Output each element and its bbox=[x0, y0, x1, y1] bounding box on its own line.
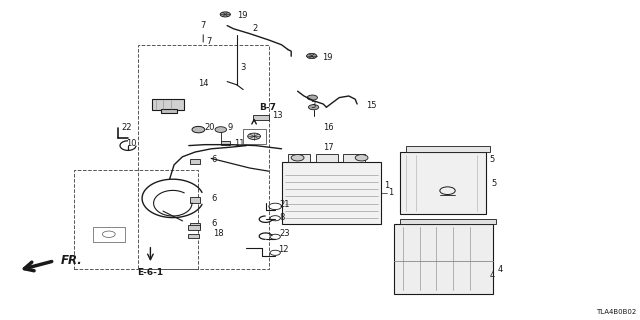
Text: 5: 5 bbox=[492, 179, 497, 188]
Text: 13: 13 bbox=[272, 111, 283, 120]
Text: 4: 4 bbox=[490, 271, 495, 280]
Circle shape bbox=[248, 133, 260, 140]
Circle shape bbox=[308, 105, 319, 110]
Bar bbox=[152, 99, 184, 110]
Text: 20: 20 bbox=[205, 124, 215, 132]
Bar bbox=[243, 129, 266, 144]
Text: 6: 6 bbox=[211, 220, 216, 228]
Bar bbox=[288, 154, 310, 162]
Circle shape bbox=[215, 127, 227, 132]
Bar bbox=[93, 227, 125, 242]
Bar bbox=[343, 154, 365, 162]
Bar bbox=[74, 170, 198, 269]
Bar bbox=[316, 154, 338, 162]
Text: 9: 9 bbox=[227, 124, 232, 132]
Text: 7: 7 bbox=[207, 37, 212, 46]
Bar bbox=[188, 225, 200, 230]
Bar bbox=[138, 45, 269, 269]
Text: FR.: FR. bbox=[61, 254, 83, 267]
Circle shape bbox=[291, 155, 304, 161]
Circle shape bbox=[307, 53, 317, 59]
Text: 19: 19 bbox=[322, 53, 332, 62]
Text: 7: 7 bbox=[200, 21, 206, 30]
Text: 3: 3 bbox=[240, 63, 245, 72]
Text: 14: 14 bbox=[198, 79, 209, 88]
Text: B-7: B-7 bbox=[259, 103, 276, 112]
Circle shape bbox=[192, 126, 205, 133]
Text: 23: 23 bbox=[280, 229, 291, 238]
Text: 15: 15 bbox=[366, 101, 376, 110]
Text: 16: 16 bbox=[323, 124, 334, 132]
Text: 22: 22 bbox=[122, 124, 132, 132]
Text: 10: 10 bbox=[126, 140, 136, 148]
Text: 2: 2 bbox=[253, 24, 258, 33]
Circle shape bbox=[355, 155, 368, 161]
Text: 8: 8 bbox=[280, 213, 285, 222]
Text: 17: 17 bbox=[323, 143, 334, 152]
Bar bbox=[161, 109, 177, 113]
Bar bbox=[188, 234, 199, 238]
Bar bbox=[406, 146, 490, 152]
Bar bbox=[400, 219, 496, 224]
Circle shape bbox=[307, 95, 317, 100]
Text: 11: 11 bbox=[234, 140, 244, 148]
Text: 1: 1 bbox=[388, 188, 394, 197]
Text: 1: 1 bbox=[384, 181, 389, 190]
Text: 21: 21 bbox=[280, 200, 290, 209]
Bar bbox=[190, 159, 200, 164]
Bar bbox=[253, 115, 269, 120]
Bar bbox=[282, 162, 381, 224]
Text: 12: 12 bbox=[278, 245, 289, 254]
Bar bbox=[400, 152, 486, 214]
Text: 4: 4 bbox=[498, 265, 503, 274]
Text: 5: 5 bbox=[490, 156, 495, 164]
Bar bbox=[190, 223, 200, 228]
Text: 18: 18 bbox=[213, 229, 224, 238]
Circle shape bbox=[220, 12, 230, 17]
Text: 6: 6 bbox=[211, 156, 216, 164]
Text: 19: 19 bbox=[237, 12, 247, 20]
Text: TLA4B0B02: TLA4B0B02 bbox=[596, 309, 637, 315]
Bar bbox=[190, 197, 200, 203]
Bar bbox=[394, 224, 493, 294]
Text: E-6-1: E-6-1 bbox=[138, 268, 163, 277]
Bar bbox=[221, 141, 230, 145]
Text: 6: 6 bbox=[211, 194, 216, 203]
Text: 3: 3 bbox=[310, 101, 316, 110]
